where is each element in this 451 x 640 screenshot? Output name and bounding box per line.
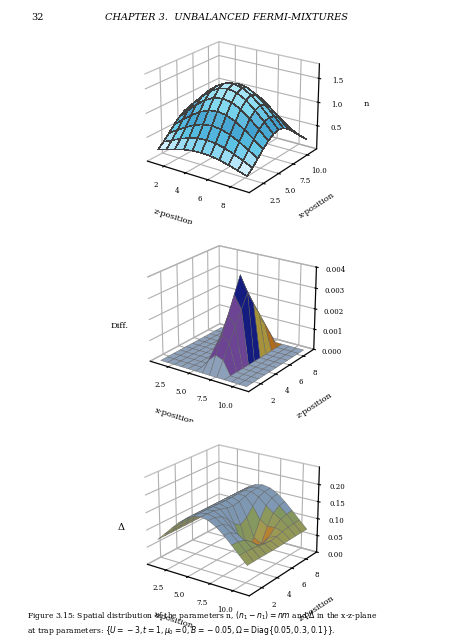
Y-axis label: x-position: x-position bbox=[297, 191, 336, 220]
Text: Δ: Δ bbox=[118, 524, 124, 532]
Y-axis label: z-position: z-position bbox=[297, 594, 335, 623]
Text: Diff.: Diff. bbox=[110, 322, 128, 330]
Y-axis label: z-position: z-position bbox=[295, 391, 333, 420]
Text: CHAPTER 3.  UNBALANCED FERMI-MIXTURES: CHAPTER 3. UNBALANCED FERMI-MIXTURES bbox=[104, 13, 347, 22]
Text: Figure 3.15: Spatial distribution of the parameters n, $(n_1 - n_1) = nm$ and $\: Figure 3.15: Spatial distribution of the… bbox=[27, 609, 377, 637]
X-axis label: x-position: x-position bbox=[152, 611, 193, 630]
Text: 32: 32 bbox=[32, 13, 44, 22]
X-axis label: x-position: x-position bbox=[153, 407, 195, 427]
X-axis label: z-position: z-position bbox=[152, 207, 193, 227]
